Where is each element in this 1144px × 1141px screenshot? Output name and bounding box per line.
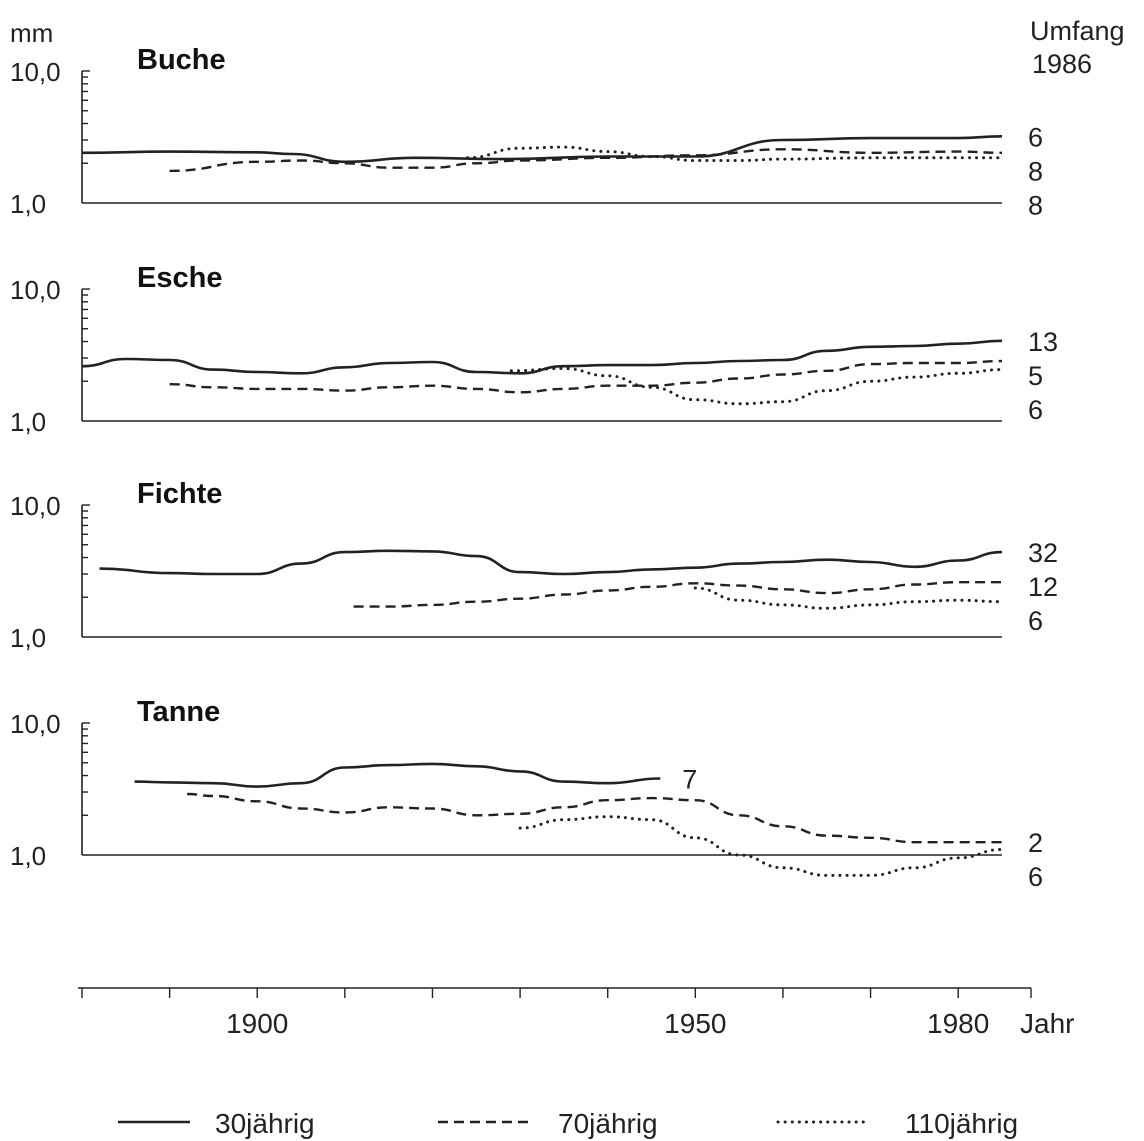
y-tick-label: 1,0: [10, 623, 46, 653]
series-line-dotted: [466, 145, 1004, 162]
x-tick-label: 1950: [664, 1008, 726, 1039]
series-line-dashed: [169, 359, 1003, 394]
series-end-label: 8: [1028, 156, 1043, 186]
year-1986-label: 1986: [1032, 49, 1092, 79]
y-tick-label: 1,0: [10, 189, 46, 219]
x-tick-label: 1900: [226, 1008, 288, 1039]
legend-label: 30jährig: [215, 1108, 315, 1139]
unit-label: mm: [10, 18, 53, 48]
series-end-label: 6: [1028, 122, 1043, 152]
panel-esche: Esche 10,0 1,0 13 5 6: [10, 262, 1058, 437]
series-line-dotted: [693, 586, 1004, 610]
y-tick-label: 1,0: [10, 407, 46, 437]
series-line-solid: [81, 339, 1003, 375]
series-end-label: 2: [1028, 828, 1043, 858]
y-tick-label: 10,0: [10, 491, 61, 521]
x-axis-label: Jahr: [1020, 1008, 1074, 1039]
panel-buche: Buche 10,0 1,0 6 8 8: [10, 44, 1043, 220]
panel-title: Esche: [137, 262, 222, 294]
panel-title: Tanne: [137, 696, 220, 728]
series-line-solid: [81, 135, 1003, 164]
series-end-label: 8: [1028, 190, 1043, 220]
y-tick-label: 10,0: [10, 709, 61, 739]
series-line-dotted: [518, 815, 1004, 877]
x-axis: 1900 1950 1980: [78, 987, 1032, 1039]
series-line-dotted: [509, 366, 1004, 406]
series-line-dashed: [169, 148, 1003, 173]
legend-label: 70jährig: [558, 1108, 658, 1139]
series-line-solid: [99, 549, 1003, 576]
series-line-dashed: [187, 792, 1002, 844]
series-end-label: 12: [1028, 572, 1058, 602]
series-line-solid: [134, 762, 661, 788]
x-tick-label: 1980: [927, 1008, 989, 1039]
y-tick-label: 1,0: [10, 841, 46, 871]
legend: 30jährig 70jährig 110jährig: [118, 1108, 1018, 1139]
series-end-label: 6: [1028, 862, 1043, 892]
umfang-label: Umfang: [1030, 16, 1125, 46]
panel-title: Fichte: [137, 478, 222, 510]
series-end-label: 7: [682, 764, 697, 794]
series-end-label: 6: [1028, 395, 1043, 425]
panel-tanne: Tanne 10,0 1,0 7 2 6: [10, 696, 1043, 892]
y-tick-label: 10,0: [10, 57, 61, 87]
legend-label: 110jährig: [905, 1108, 1018, 1139]
series-end-label: 6: [1028, 606, 1043, 636]
panel-title: Buche: [137, 44, 226, 76]
y-tick-label: 10,0: [10, 275, 61, 305]
series-line-dashed: [353, 581, 1002, 608]
panel-fichte: Fichte 10,0 1,0 32 12 6: [10, 478, 1058, 653]
series-end-label: 5: [1028, 361, 1043, 391]
series-end-label: 32: [1028, 538, 1058, 568]
series-end-label: 13: [1028, 327, 1058, 357]
